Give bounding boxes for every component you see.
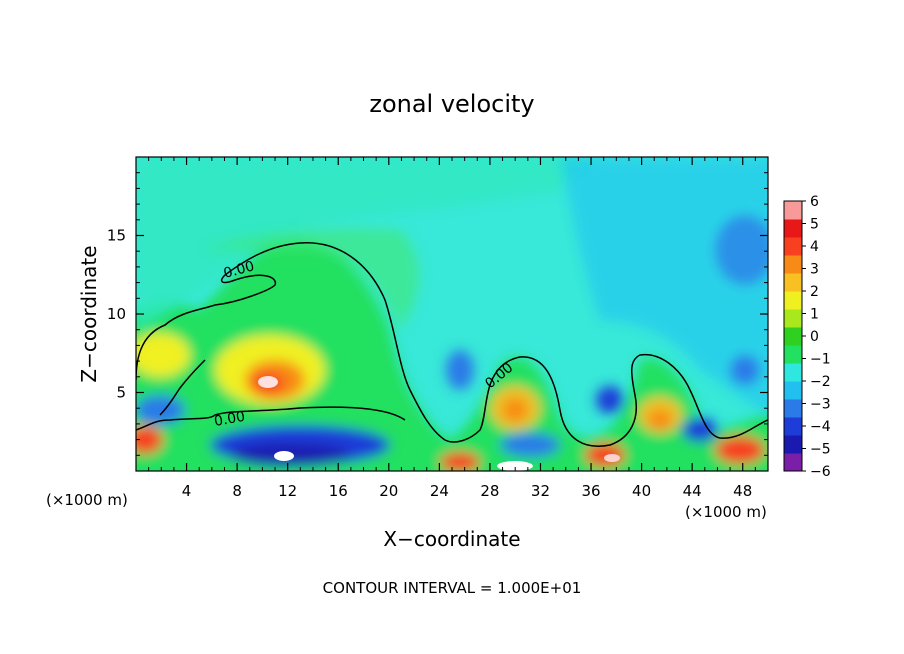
y-tick-label-0: 5 bbox=[116, 384, 126, 402]
colorbar-swatch-14 bbox=[784, 201, 802, 220]
x-tick-label-2: 12 bbox=[278, 482, 297, 500]
colorbar-label-9: −3 bbox=[810, 397, 831, 413]
x-tick-label-5: 24 bbox=[430, 482, 449, 500]
colorbar-label-10: −4 bbox=[810, 419, 831, 435]
colorbar-swatch-7 bbox=[784, 327, 802, 346]
colorbar: 6 5 4 3 2 1 0 −1 −2 −3 −4 −5 −6 bbox=[783, 194, 831, 480]
x-tick-label-9: 40 bbox=[632, 482, 651, 500]
colorbar-label-12: −6 bbox=[810, 464, 831, 480]
y-axis-ticks: 5 10 15 bbox=[107, 172, 768, 456]
colorbar-label-0: 6 bbox=[810, 194, 819, 210]
colorbar-label-6: 0 bbox=[810, 329, 819, 345]
colorbar-swatch-12 bbox=[784, 237, 802, 256]
x-unit-right: (×1000 m) bbox=[685, 503, 767, 521]
contour-label-1: 0.00 bbox=[222, 258, 256, 282]
velocity-field bbox=[136, 157, 768, 471]
colorbar-swatch-5 bbox=[784, 363, 802, 382]
y-axis-label: Z−coordinate bbox=[77, 245, 101, 382]
x-tick-label-1: 8 bbox=[232, 482, 242, 500]
contour-label-2: 0.00 bbox=[213, 409, 246, 430]
colorbar-swatch-13 bbox=[784, 219, 802, 238]
colorbar-label-11: −5 bbox=[810, 442, 831, 458]
colorbar-swatch-11 bbox=[784, 255, 802, 274]
colorbar-swatch-6 bbox=[784, 345, 802, 364]
colorbar-label-7: −1 bbox=[810, 352, 831, 368]
x-tick-label-4: 20 bbox=[379, 482, 398, 500]
x-tick-label-0: 4 bbox=[182, 482, 192, 500]
zero-contour-line bbox=[136, 242, 768, 447]
x-tick-label-3: 16 bbox=[329, 482, 348, 500]
colorbar-label-5: 1 bbox=[810, 307, 819, 323]
colorbar-swatch-0 bbox=[784, 453, 802, 472]
colorbar-swatch-4 bbox=[784, 381, 802, 400]
chart-title: zonal velocity bbox=[369, 90, 534, 118]
x-tick-label-8: 36 bbox=[581, 482, 600, 500]
colorbar-label-2: 4 bbox=[810, 239, 819, 255]
colorbar-swatch-1 bbox=[784, 435, 802, 454]
y-tick-label-1: 10 bbox=[107, 305, 126, 323]
x-tick-label-7: 32 bbox=[531, 482, 550, 500]
colorbar-swatch-8 bbox=[784, 309, 802, 328]
y-tick-label-2: 15 bbox=[107, 227, 126, 245]
contour-interval-footer: CONTOUR INTERVAL = 1.000E+01 bbox=[323, 579, 582, 597]
x-axis-ticks: 4 8 12 16 20 24 28 32 36 40 44 48 bbox=[148, 157, 756, 500]
colorbar-swatch-2 bbox=[784, 417, 802, 436]
x-axis-label: X−coordinate bbox=[383, 527, 520, 551]
colorbar-swatch-10 bbox=[784, 273, 802, 292]
colorbar-label-8: −2 bbox=[810, 374, 831, 390]
colorbar-label-1: 5 bbox=[810, 217, 819, 233]
x-tick-label-11: 48 bbox=[733, 482, 752, 500]
x-unit-left: (×1000 m) bbox=[46, 491, 128, 509]
x-tick-label-6: 28 bbox=[480, 482, 499, 500]
x-tick-label-10: 44 bbox=[683, 482, 702, 500]
colorbar-swatch-9 bbox=[784, 291, 802, 310]
colorbar-swatch-3 bbox=[784, 399, 802, 418]
colorbar-label-4: 2 bbox=[810, 284, 819, 300]
colorbar-label-3: 3 bbox=[810, 262, 819, 278]
